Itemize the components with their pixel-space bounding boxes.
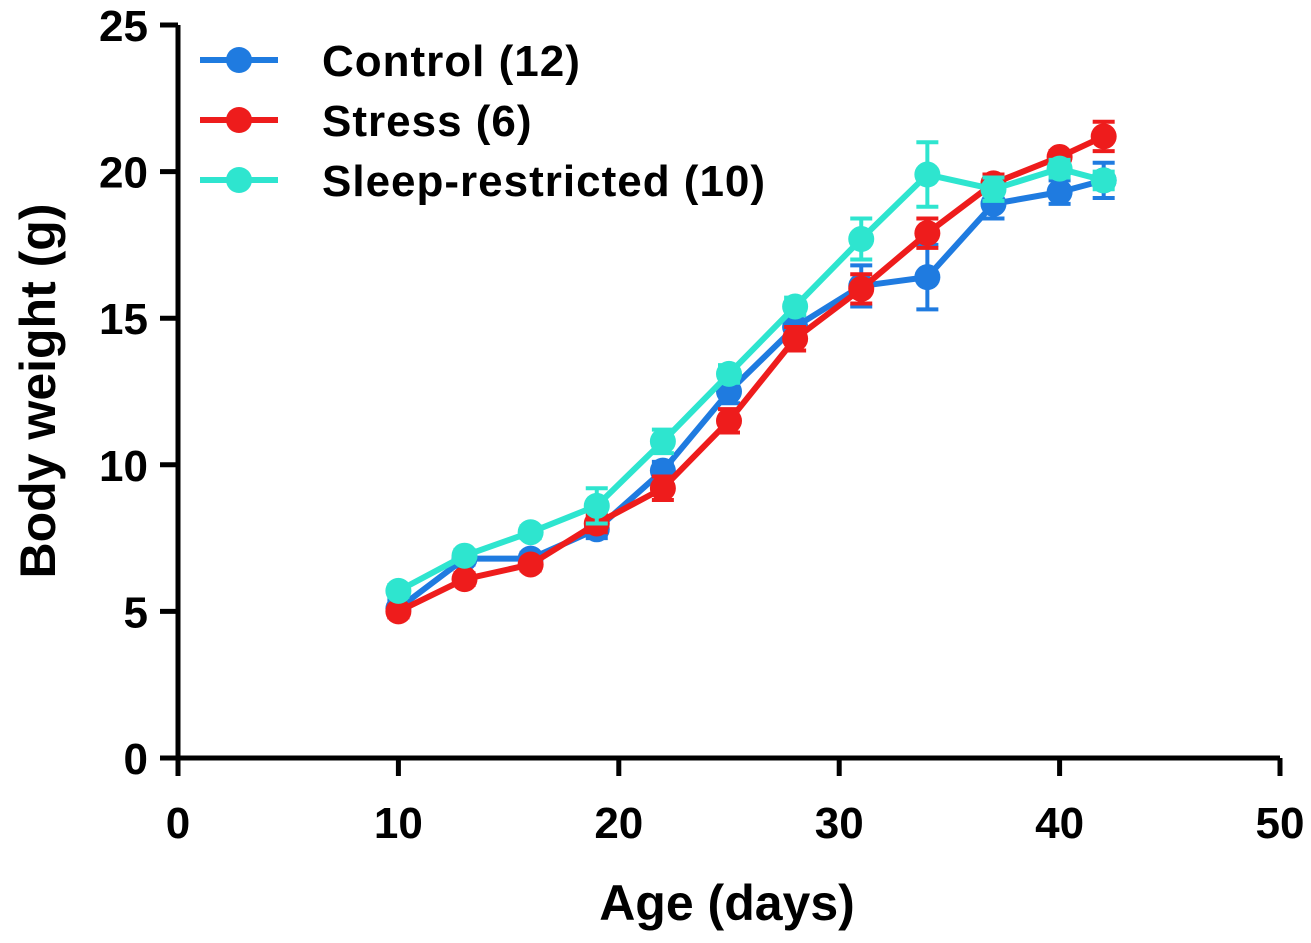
y-tick-label: 5 [124,588,148,637]
data-point [1090,167,1117,194]
legend-label: Sleep-restricted (10) [322,157,766,206]
legend-label: Control (12) [322,37,581,86]
data-point [782,325,809,352]
data-point [451,566,478,593]
ticks-layer: 0 10 20 30 40 50 0 5 10 15 20 25 [99,2,1304,848]
x-tick-label: 0 [166,799,190,848]
data-point [848,226,875,253]
data-point [517,519,544,546]
y-axis-title: Body weight (g) [10,204,66,579]
data-point [782,293,809,320]
x-tick-label: 10 [374,799,423,848]
axes-layer [175,25,1280,761]
data-point [385,598,412,625]
series-2 [385,140,1117,604]
legend-swatch-marker [226,47,252,73]
data-point [517,551,544,578]
x-tick-label: 30 [815,799,864,848]
data-point [385,577,412,604]
data-point [914,220,941,247]
legend-label: Stress (6) [322,97,533,146]
legend-swatch-marker [226,167,252,193]
y-tick-label: 10 [99,442,148,491]
x-tick-label: 50 [1256,799,1305,848]
data-point [1090,123,1117,150]
data-point [451,542,478,569]
x-tick-label: 40 [1035,799,1084,848]
y-tick-label: 0 [124,735,148,784]
x-axis-title: Age (days) [599,875,855,931]
data-point [914,264,941,291]
y-tick-label: 15 [99,295,148,344]
y-tick-label: 25 [99,2,148,51]
data-point [848,275,875,302]
series-line [396,165,1105,594]
y-tick-label: 20 [99,149,148,198]
data-point [914,161,941,188]
legend-item: Sleep-restricted (10) [200,157,766,206]
data-point [980,176,1007,203]
legend-item: Control (12) [200,37,581,86]
series-layer [385,119,1117,625]
data-point [649,475,676,502]
x-tick-label: 20 [594,799,643,848]
legend: Control (12) Stress (6) Sleep-restricted (… [200,37,766,206]
data-point [716,407,742,434]
data-point [1046,155,1073,182]
data-point [716,360,742,387]
legend-swatch-marker [226,107,252,133]
data-point [583,492,610,519]
legend-item: Stress (6) [200,97,533,146]
data-point [1046,179,1073,206]
data-point [649,428,676,455]
